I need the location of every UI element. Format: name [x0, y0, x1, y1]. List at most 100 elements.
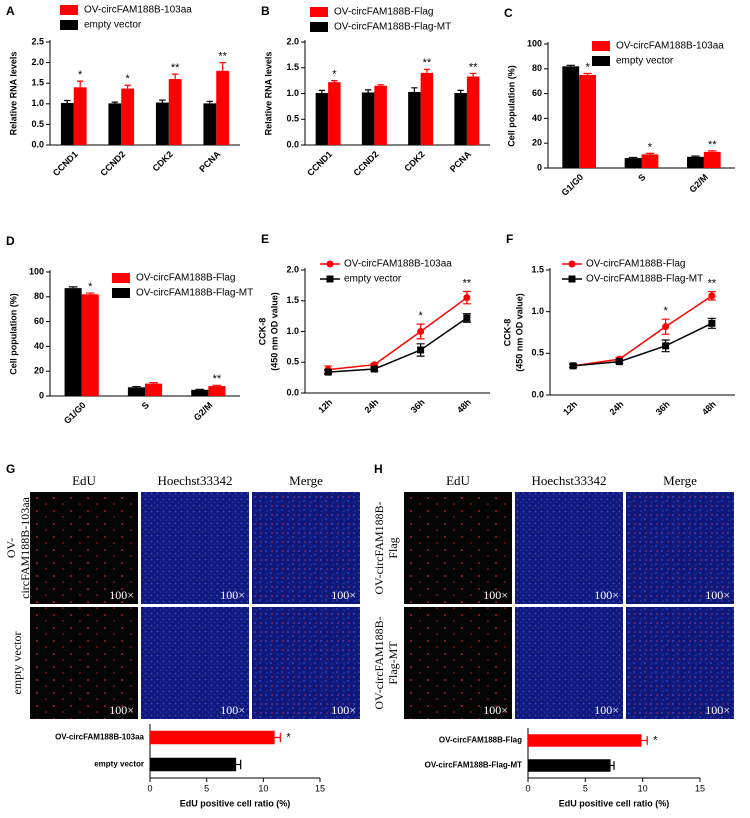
y-tick-label: 2.5: [31, 36, 44, 46]
error-bar: [132, 385, 141, 388]
y-tick-label: 0.0: [31, 139, 44, 149]
x-tick-label: 36h: [409, 397, 427, 415]
row-label: Flag-MT: [386, 641, 400, 685]
bar: [127, 387, 145, 396]
bar: [420, 72, 434, 145]
error-bar: [628, 156, 638, 159]
y-tick-label: 80: [34, 291, 44, 301]
marker: [662, 342, 670, 350]
error-bar: [149, 382, 158, 384]
error-bar: [377, 84, 384, 86]
bar: [155, 102, 169, 145]
legend-label: OV-circFAM188B-103aa: [84, 5, 192, 16]
y-tick-label: 100: [527, 38, 542, 48]
micrograph: [515, 607, 623, 719]
column-header: EdU: [446, 473, 470, 488]
x-tick-label: 10: [258, 783, 268, 793]
significance: *: [653, 734, 658, 746]
bar: [466, 76, 480, 145]
bar: [216, 70, 230, 145]
column-header: EdU: [72, 473, 96, 488]
significance: *: [585, 61, 590, 73]
bar: [150, 730, 275, 745]
y-tick-label: 80: [532, 63, 542, 73]
marker: [708, 292, 716, 300]
marker: [326, 260, 334, 268]
x-tick-label: 24h: [607, 399, 625, 417]
magnification: 100×: [109, 588, 134, 602]
marker: [326, 275, 334, 283]
y-tick-label: 20: [532, 138, 542, 148]
significance: *: [648, 141, 653, 153]
x-tick-label: 10: [638, 783, 648, 793]
row-label: circFAM188B-103aa: [18, 496, 32, 598]
magnification: 100×: [705, 588, 730, 602]
y-tick-label: OV-circFAM188B-103aa: [55, 733, 144, 742]
x-tick-label: 5: [204, 783, 209, 793]
x-tick-label: CCND2: [98, 149, 127, 178]
bar: [81, 294, 99, 396]
legend-label: OV-circFAM188B-Flag: [136, 273, 235, 284]
x-tick-label: 0: [525, 783, 530, 793]
x-tick-label: 12h: [316, 397, 334, 415]
row-label: Flag: [386, 537, 400, 558]
x-axis-label: EdU positive cell ratio (%): [559, 798, 670, 808]
legend-swatch: [592, 56, 610, 66]
panel-label: G: [6, 462, 15, 476]
error-bar: [457, 89, 464, 93]
magnification: 100×: [483, 588, 508, 602]
error-bar: [411, 87, 418, 92]
column-header: Merge: [663, 473, 697, 488]
marker: [568, 275, 576, 283]
micrograph: [30, 607, 138, 719]
significance: *: [332, 69, 337, 81]
magnification: 100×: [109, 703, 134, 717]
legend-label: OV-circFAM188B-Flag: [586, 259, 685, 270]
bar: [408, 91, 421, 145]
x-tick-label: G2/M: [687, 172, 710, 195]
significance: **: [463, 277, 472, 289]
error-bar: [64, 99, 71, 103]
y-tick-label: 2.0: [286, 36, 299, 46]
column-header: Merge: [289, 473, 323, 488]
legend-label: OV-circFAM188B-Flag-MT: [586, 274, 703, 285]
legend-swatch: [310, 22, 328, 32]
micrograph: [252, 492, 360, 604]
line: [328, 297, 468, 371]
bar: [328, 82, 341, 145]
x-tick-label: 48h: [455, 397, 473, 415]
micrograph: [141, 492, 249, 604]
y-tick-label: 60: [532, 88, 542, 98]
error-bar: [85, 292, 95, 295]
line: [573, 322, 713, 367]
y-tick-label: 0: [39, 390, 44, 400]
bar: [60, 102, 74, 145]
y-tick-label: 0.0: [531, 389, 544, 399]
legend-label: OV-circFAM188B-Flag-MT: [136, 288, 253, 299]
error-bar: [566, 64, 575, 67]
y-axis-label: Relative RNA levels: [8, 52, 18, 136]
bar: [687, 156, 704, 168]
panel-label: D: [6, 234, 15, 248]
y-axis-label: CCK-8: [257, 318, 267, 346]
significance: **: [469, 61, 478, 73]
y-tick-label: 0.0: [286, 139, 299, 149]
y-tick-label: 1.0: [286, 88, 299, 98]
x-tick-label: S: [140, 400, 151, 411]
bar: [562, 66, 580, 168]
magnification: 100×: [220, 588, 245, 602]
error-bar: [469, 72, 477, 77]
bar: [108, 103, 122, 145]
y-tick-label: 0.0: [286, 387, 299, 397]
legend-swatch: [592, 41, 610, 51]
micrograph: [626, 607, 734, 719]
error-bar: [124, 84, 131, 89]
x-tick-label: 48h: [700, 399, 718, 417]
significance: *: [418, 310, 423, 322]
magnification: 100×: [705, 703, 730, 717]
significance: **: [171, 62, 180, 74]
panel-label: B: [261, 4, 270, 18]
x-tick-label: CCND1: [51, 149, 80, 178]
error-bar: [274, 732, 281, 743]
bar: [624, 158, 642, 168]
